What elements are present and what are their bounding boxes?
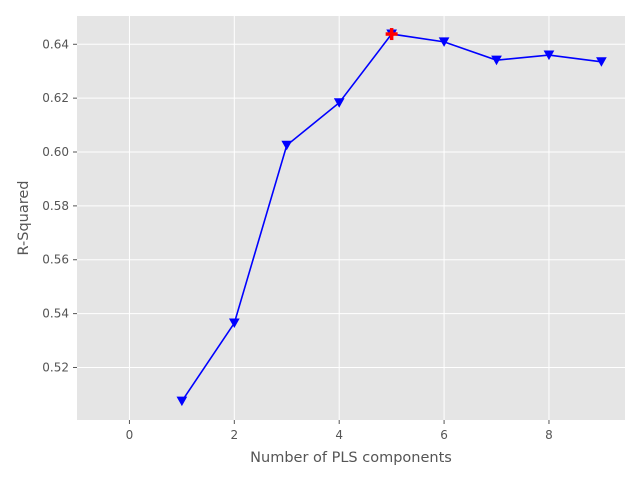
data-point [228, 318, 240, 329]
data-point [281, 140, 293, 151]
data-point [438, 37, 450, 47]
y-tick-label: 0.58 [42, 199, 69, 213]
data-point [333, 98, 345, 108]
highlight [385, 28, 398, 41]
data-point [596, 57, 607, 67]
y-axis-ticks: 0.52 0.54 0.56 0.58 0.60 0.62 0.64 [42, 37, 77, 374]
best-point-marker [385, 28, 398, 41]
grid [77, 16, 625, 420]
y-tick-label: 0.64 [42, 37, 69, 51]
y-tick-label: 0.52 [42, 360, 69, 374]
y-tick-label: 0.54 [42, 307, 69, 321]
y-tick-label: 0.62 [42, 91, 69, 105]
x-tick-label: 4 [335, 428, 343, 442]
plot-area [77, 16, 625, 420]
x-axis-ticks: 0 2 4 6 8 [126, 420, 553, 442]
data-point [176, 396, 188, 407]
x-tick-label: 6 [440, 428, 448, 442]
x-tick-label: 2 [231, 428, 239, 442]
x-tick-label: 8 [545, 428, 553, 442]
data-point [491, 55, 502, 66]
x-axis-label: Number of PLS components [250, 450, 452, 466]
x-tick-label: 0 [126, 428, 134, 442]
data-point [543, 50, 555, 61]
y-tick-label: 0.56 [42, 253, 69, 267]
y-tick-label: 0.60 [42, 145, 69, 159]
y-axis-label: R-Squared [16, 181, 32, 256]
